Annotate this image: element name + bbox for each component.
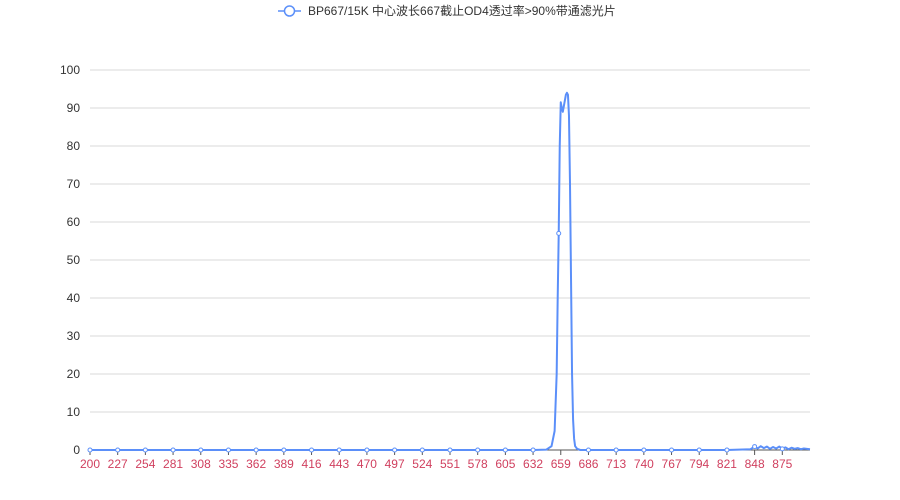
data-point[interactable] (364, 447, 370, 453)
x-tick-label: 389 (274, 457, 294, 471)
data-point[interactable] (752, 444, 758, 450)
data-point[interactable] (696, 447, 702, 453)
x-tick-label: 524 (412, 457, 432, 471)
x-tick-label: 848 (745, 457, 765, 471)
data-point[interactable] (336, 447, 342, 453)
data-point[interactable] (585, 447, 591, 453)
x-tick-label: 227 (108, 457, 128, 471)
y-tick-label: 60 (67, 215, 81, 229)
y-tick-label: 20 (67, 367, 81, 381)
data-point[interactable] (309, 447, 315, 453)
x-tick-label: 362 (246, 457, 266, 471)
data-point[interactable] (475, 447, 481, 453)
x-tick-label: 281 (163, 457, 183, 471)
data-point[interactable] (613, 447, 619, 453)
x-tick-label: 578 (468, 457, 488, 471)
gridlines (90, 69, 810, 451)
x-tick-label: 632 (523, 457, 543, 471)
data-point[interactable] (115, 447, 121, 453)
data-point[interactable] (724, 447, 730, 453)
x-tick-label: 767 (662, 457, 682, 471)
data-point[interactable] (502, 447, 508, 453)
data-point[interactable] (87, 447, 93, 453)
x-tick-label: 497 (385, 457, 405, 471)
x-tick-label: 470 (357, 457, 377, 471)
data-point[interactable] (281, 447, 287, 453)
data-point[interactable] (392, 447, 398, 453)
y-tick-label: 10 (67, 405, 81, 419)
x-tick-label: 821 (717, 457, 737, 471)
x-tick-label: 254 (135, 457, 155, 471)
y-tick-label: 90 (67, 101, 81, 115)
y-tick-label: 40 (67, 291, 81, 305)
x-tick-label: 416 (302, 457, 322, 471)
x-tick-label: 605 (495, 457, 515, 471)
legend-label: BP667/15K 中心波长667截止OD4透过率>90%带通滤光片 (308, 3, 616, 18)
x-tick-label: 686 (578, 457, 598, 471)
data-point[interactable] (779, 446, 785, 452)
legend-circle-icon (283, 5, 296, 17)
data-point[interactable] (447, 447, 453, 453)
x-axis-tick-labels: 200 227 254 281 308 335 362 389 416 443 470 497 524 5… (80, 457, 793, 471)
data-point[interactable] (641, 447, 647, 453)
data-point[interactable] (142, 447, 148, 453)
x-tick-label: 443 (329, 457, 349, 471)
x-tick-label: 308 (191, 457, 211, 471)
y-tick-label: 30 (67, 329, 81, 343)
x-tick-label: 200 (80, 457, 100, 471)
x-tick-label: 875 (772, 457, 792, 471)
data-point[interactable] (170, 447, 176, 453)
y-tick-label: 80 (67, 139, 81, 153)
data-point[interactable] (669, 447, 675, 453)
x-tick-label: 551 (440, 457, 460, 471)
y-tick-label: 100 (60, 63, 80, 77)
data-point[interactable] (419, 447, 425, 453)
chart-legend[interactable]: BP667/15K 中心波长667截止OD4透过率>90%带通滤光片 (278, 3, 616, 18)
data-point[interactable] (198, 447, 204, 453)
data-point[interactable] (556, 230, 562, 236)
x-tick-label: 659 (551, 457, 571, 471)
x-tick-label: 740 (634, 457, 654, 471)
y-tick-label: 70 (67, 177, 81, 191)
data-point[interactable] (253, 447, 259, 453)
x-tick-label: 335 (218, 457, 238, 471)
y-axis-tick-labels: 0 10 20 30 40 50 60 70 80 90 100 (60, 63, 80, 457)
x-tick-label: 713 (606, 457, 626, 471)
data-point[interactable] (530, 447, 536, 453)
series-transmission[interactable] (87, 91, 811, 453)
y-tick-label: 0 (73, 443, 80, 457)
y-tick-label: 50 (67, 253, 81, 267)
data-point[interactable] (225, 447, 231, 453)
x-tick-label: 794 (689, 457, 709, 471)
